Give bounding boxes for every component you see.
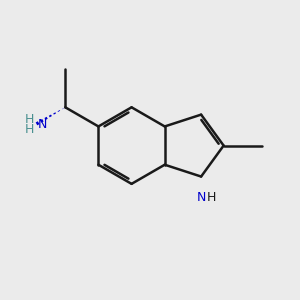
Text: N: N <box>38 118 47 131</box>
Text: H: H <box>207 191 216 204</box>
Text: H: H <box>25 113 34 126</box>
Text: N: N <box>196 191 206 204</box>
Text: H: H <box>25 123 34 136</box>
